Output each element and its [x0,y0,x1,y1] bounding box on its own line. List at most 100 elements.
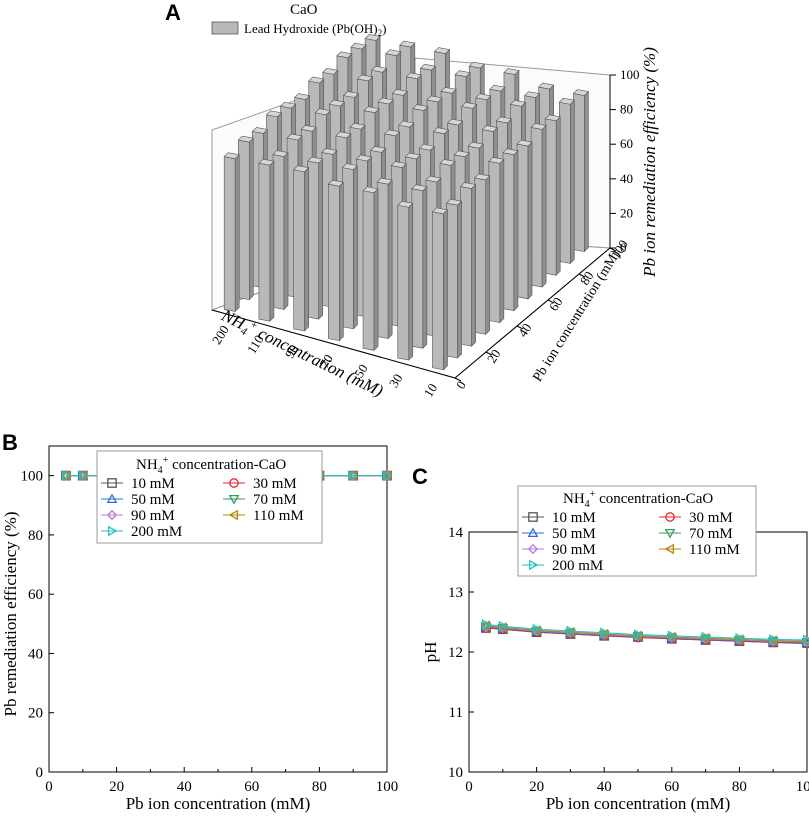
x-tick-label-3d: 30 [386,371,406,390]
data-point [802,634,809,646]
bar-3d-side [471,183,476,347]
bar-3d-top [446,118,464,126]
bar-3d-top [404,152,421,160]
y-tick-mark-3d [609,247,617,252]
bar-3d-top [503,68,520,75]
bar-3d-top [419,63,437,71]
y-tick-label: 13 [448,585,463,601]
bar-3d-side [248,137,254,301]
bar-3d-side [499,158,505,324]
data-point [667,630,678,642]
bar-3d-side [283,151,289,311]
bar-3d-top [300,125,317,132]
y-tick-label: 40 [28,646,43,662]
bar-3d-front [293,169,305,332]
bar-3d-top [251,127,269,134]
y-tick-label: 100 [21,469,44,485]
y-tick-mark-3d [516,325,524,330]
bar-3d-front [223,156,236,312]
y-axis-line [454,247,611,379]
bar-3d-top [384,129,401,137]
y-tick-label: 11 [449,705,463,721]
bar-3d-top [258,158,275,166]
bar-3d-front [474,177,487,335]
bar-3d-top [432,127,450,134]
legend-label: 50 mM [131,492,175,508]
bar-3d-side [443,209,448,371]
bar-3d-front [362,190,375,351]
bar-3d-top [418,143,436,151]
bar-3d-front [411,188,424,349]
panel-a-title: CaO [290,2,318,18]
bar-3d-top [336,51,353,59]
bar-3d-top [342,91,360,98]
bar-3d-front [307,160,320,320]
bar-3d-top [523,91,541,99]
bar-3d-top [431,207,449,215]
legend-label: 110 mM [689,542,740,558]
bar-3d-side [339,181,344,342]
bar-3d-front [530,127,543,288]
bar-3d-side [485,175,491,336]
bar-3d-front [446,202,458,359]
x-tick-label: 40 [177,779,192,795]
bar-3d-front [573,93,585,252]
data-point [481,619,492,630]
legend-marker [106,509,118,521]
legend-marker [665,512,675,522]
legend-label: 50 mM [552,526,596,542]
series-line-200-mM [485,623,808,641]
z-tick-label: 0 [620,240,627,255]
legend-title-c: NH4+ concentration-CaO [563,489,713,510]
panel-b: B 0 20 40 60 80 100 0 20 40 60 80 100 NH4+ concentr… [1,430,398,813]
bars-3d [223,34,590,371]
bar-3d-front [397,204,410,361]
panel-c-letter: C [412,464,428,489]
bar-3d-top [474,173,491,181]
x-tick-label: 100 [796,779,809,795]
y-tick-mark-3d [454,377,462,382]
z-tick-label: 40 [620,171,633,186]
x-tick-label: 20 [529,779,544,795]
bar-3d-top [411,184,428,191]
bar-3d-top [335,131,352,139]
bar-3d-front [342,167,354,330]
panel-b-letter: B [2,430,18,455]
y-tick-label-3d: 20 [484,347,504,366]
bar-3d-top [237,135,254,143]
y-tick-label: 60 [28,587,43,603]
bar-3d-side [269,160,275,322]
legend-label: 70 mM [689,526,733,542]
panel-a-letter: A [165,0,181,25]
bar-3d-side [584,90,589,253]
legend-marker [107,478,117,488]
x-axis-line-3d [211,309,456,379]
x-tick-label: 100 [376,779,399,795]
y-tick-mark-3d [578,273,586,278]
bar-3d-top [341,163,359,170]
bar-3d-top [440,86,457,94]
bar-3d-top [369,146,387,153]
data-point [498,620,509,632]
data-point [382,470,393,481]
y-tick-label: 0 [36,765,44,781]
bar-3d-side [373,188,379,352]
legend-label: 90 mM [552,542,596,558]
bar-3d-front [544,118,557,276]
panel-c: C 0 20 40 60 80 100 10 11 12 13 14 NH4+ concentrat… [412,464,809,813]
bar-3d-side [422,185,428,349]
bar-3d-side [570,99,575,265]
bar-3d-top [371,65,388,73]
bar-3d-front [516,143,529,300]
axes-c: 0 20 40 60 80 100 10 11 12 13 14 [448,525,809,795]
z-tick-label: 20 [620,205,633,220]
data-point [566,625,576,637]
bar-3d-top [489,84,506,92]
bar-3d-front [488,160,501,323]
bar-3d-top [399,40,416,48]
bar-3d-front [502,152,515,312]
bar-3d-top [391,89,408,96]
bar-3d-front [258,162,271,322]
legend-marker [228,494,240,505]
z-axis-title: Pb ion remediation efficiency (%) [640,47,659,278]
